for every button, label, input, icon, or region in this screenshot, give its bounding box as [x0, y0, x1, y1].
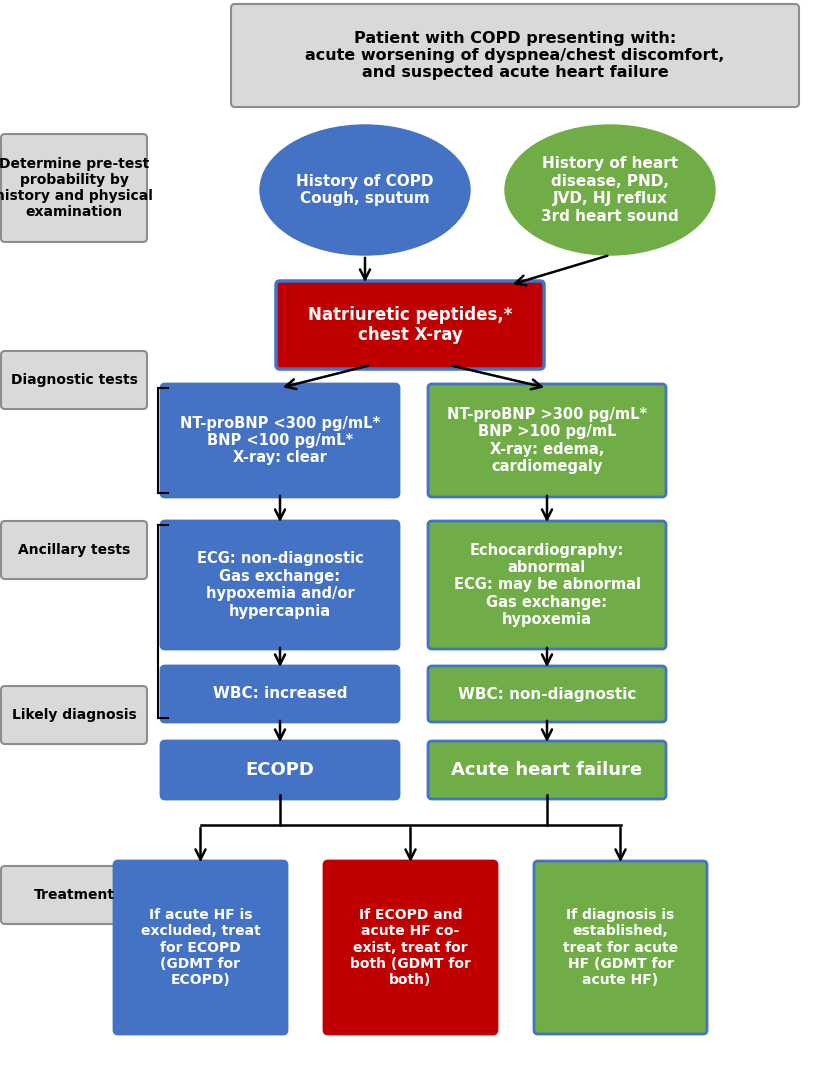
Text: NT-proBNP <300 pg/mL*
BNP <100 pg/mL*
X-ray: clear: NT-proBNP <300 pg/mL* BNP <100 pg/mL* X-… [180, 415, 380, 466]
Text: Diagnostic tests: Diagnostic tests [11, 373, 137, 387]
Text: WBC: non-diagnostic: WBC: non-diagnostic [458, 686, 636, 702]
FancyBboxPatch shape [276, 281, 544, 369]
FancyBboxPatch shape [1, 351, 147, 409]
FancyBboxPatch shape [1, 686, 147, 744]
Text: Acute heart failure: Acute heart failure [452, 761, 643, 779]
Text: Treatment: Treatment [34, 888, 114, 902]
Text: WBC: increased: WBC: increased [213, 686, 347, 702]
Text: Likely diagnosis: Likely diagnosis [12, 708, 136, 722]
FancyBboxPatch shape [114, 861, 287, 1034]
Text: Patient with COPD presenting with:
acute worsening of dyspnea/chest discomfort,
: Patient with COPD presenting with: acute… [305, 30, 724, 81]
FancyBboxPatch shape [161, 741, 399, 799]
FancyBboxPatch shape [161, 384, 399, 497]
FancyBboxPatch shape [1, 134, 147, 242]
Text: ECG: non-diagnostic
Gas exchange:
hypoxemia and/or
hypercapnia: ECG: non-diagnostic Gas exchange: hypoxe… [197, 551, 363, 619]
FancyBboxPatch shape [428, 384, 666, 497]
Text: NT-proBNP >300 pg/mL*
BNP >100 pg/mL
X-ray: edema,
cardiomegaly: NT-proBNP >300 pg/mL* BNP >100 pg/mL X-r… [447, 407, 647, 475]
Text: If acute HF is
excluded, treat
for ECOPD
(GDMT for
ECOPD): If acute HF is excluded, treat for ECOPD… [141, 908, 261, 987]
Ellipse shape [505, 125, 715, 255]
FancyBboxPatch shape [428, 521, 666, 649]
Text: Determine pre-test
probability by
history and physical
examination: Determine pre-test probability by histor… [0, 157, 153, 220]
Text: If diagnosis is
established,
treat for acute
HF (GDMT for
acute HF): If diagnosis is established, treat for a… [563, 908, 678, 987]
FancyBboxPatch shape [428, 666, 666, 722]
FancyBboxPatch shape [324, 861, 497, 1034]
FancyBboxPatch shape [534, 861, 707, 1034]
FancyBboxPatch shape [428, 741, 666, 799]
Text: History of heart
disease, PND,
JVD, HJ reflux
3rd heart sound: History of heart disease, PND, JVD, HJ r… [541, 156, 679, 224]
FancyBboxPatch shape [161, 521, 399, 649]
Text: Natriuretic peptides,*
chest X-ray: Natriuretic peptides,* chest X-ray [308, 306, 512, 344]
FancyBboxPatch shape [161, 666, 399, 722]
Text: Ancillary tests: Ancillary tests [18, 543, 130, 557]
FancyBboxPatch shape [231, 4, 799, 107]
FancyBboxPatch shape [1, 866, 147, 924]
Ellipse shape [260, 125, 470, 255]
Text: Echocardiography:
abnormal
ECG: may be abnormal
Gas exchange:
hypoxemia: Echocardiography: abnormal ECG: may be a… [453, 542, 640, 627]
Text: History of COPD
Cough, sputum: History of COPD Cough, sputum [296, 174, 433, 207]
Text: ECOPD: ECOPD [246, 761, 314, 779]
FancyBboxPatch shape [1, 521, 147, 579]
Text: If ECOPD and
acute HF co-
exist, treat for
both (GDMT for
both): If ECOPD and acute HF co- exist, treat f… [350, 908, 471, 987]
